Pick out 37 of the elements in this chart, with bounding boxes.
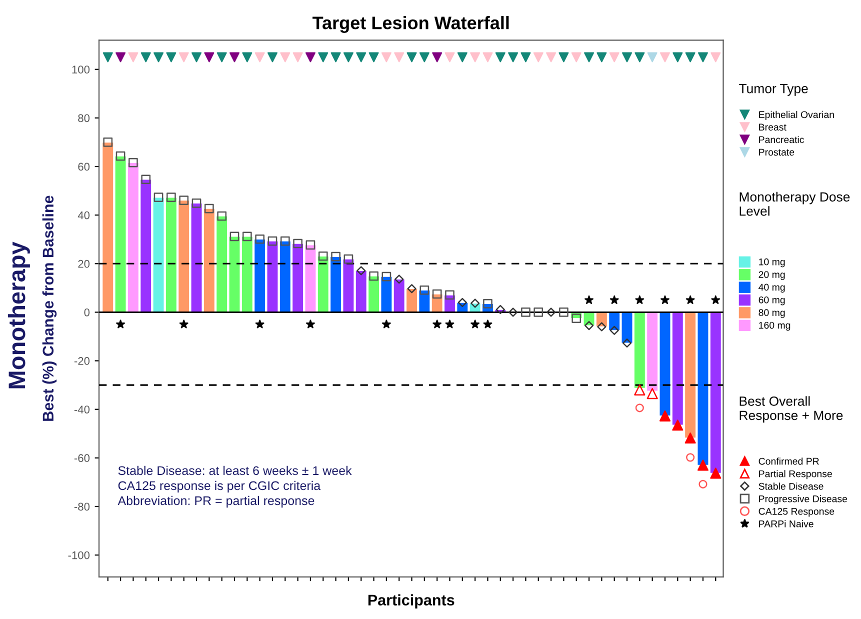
text: Monotherapy Dose Level xyxy=(740,192,850,216)
legend-label: Confirmed PR xyxy=(758,458,819,465)
y-tick-label: 80 xyxy=(78,114,90,122)
text: Tumor Type xyxy=(739,84,808,96)
legend-label: Progressive Disease xyxy=(759,495,848,504)
y-tick-label: -80 xyxy=(74,502,90,511)
y-tick-label: 0 xyxy=(84,308,90,316)
text: Monotherapy xyxy=(8,242,30,388)
legend-label: 160 mg xyxy=(759,322,790,331)
legend-label: Partial Response xyxy=(759,470,832,480)
y-tick-label: 100 xyxy=(72,66,90,74)
legend-label: Prostate xyxy=(759,148,794,156)
legend-label: Pancreatic xyxy=(759,136,804,144)
y-tick-label: 40 xyxy=(78,211,90,220)
chart-title: Target Lesion Waterfall xyxy=(312,16,509,33)
y-tick-label: -40 xyxy=(74,406,90,414)
annotation: CA125 response is per CGIC criteria xyxy=(118,480,321,493)
legend-label: 80 mg xyxy=(758,309,785,318)
legend-label: Epithelial Ovarian xyxy=(759,110,834,120)
y-tick-label: 60 xyxy=(78,162,90,171)
text: Best Overall Response + More xyxy=(740,396,843,423)
legend-label: PARPi Naive xyxy=(759,520,814,528)
annotation: Stable Disease: at least 6 weeks ± 1 week xyxy=(118,466,352,476)
legend-label: 60 mg xyxy=(758,296,785,306)
legend-label: 20 mg xyxy=(758,271,785,280)
legend-label: Breast xyxy=(759,124,786,131)
legend-label: 40 mg xyxy=(758,284,785,293)
y-tick-label: 20 xyxy=(78,260,90,268)
annotation: Abbreviation: PR = partial response xyxy=(118,496,314,508)
legend-label: CA125 Response xyxy=(758,508,834,517)
y-tick-label: -100 xyxy=(68,551,90,560)
x-axis-title: Participants xyxy=(368,594,454,609)
y-tick-label: -60 xyxy=(74,454,90,462)
y-axis-title: Best (%) Change from Baseline xyxy=(42,196,57,421)
legend-label: 10 mg xyxy=(759,258,785,268)
legend-label: Stable Disease xyxy=(758,482,824,490)
y-tick-label: -20 xyxy=(74,357,90,365)
